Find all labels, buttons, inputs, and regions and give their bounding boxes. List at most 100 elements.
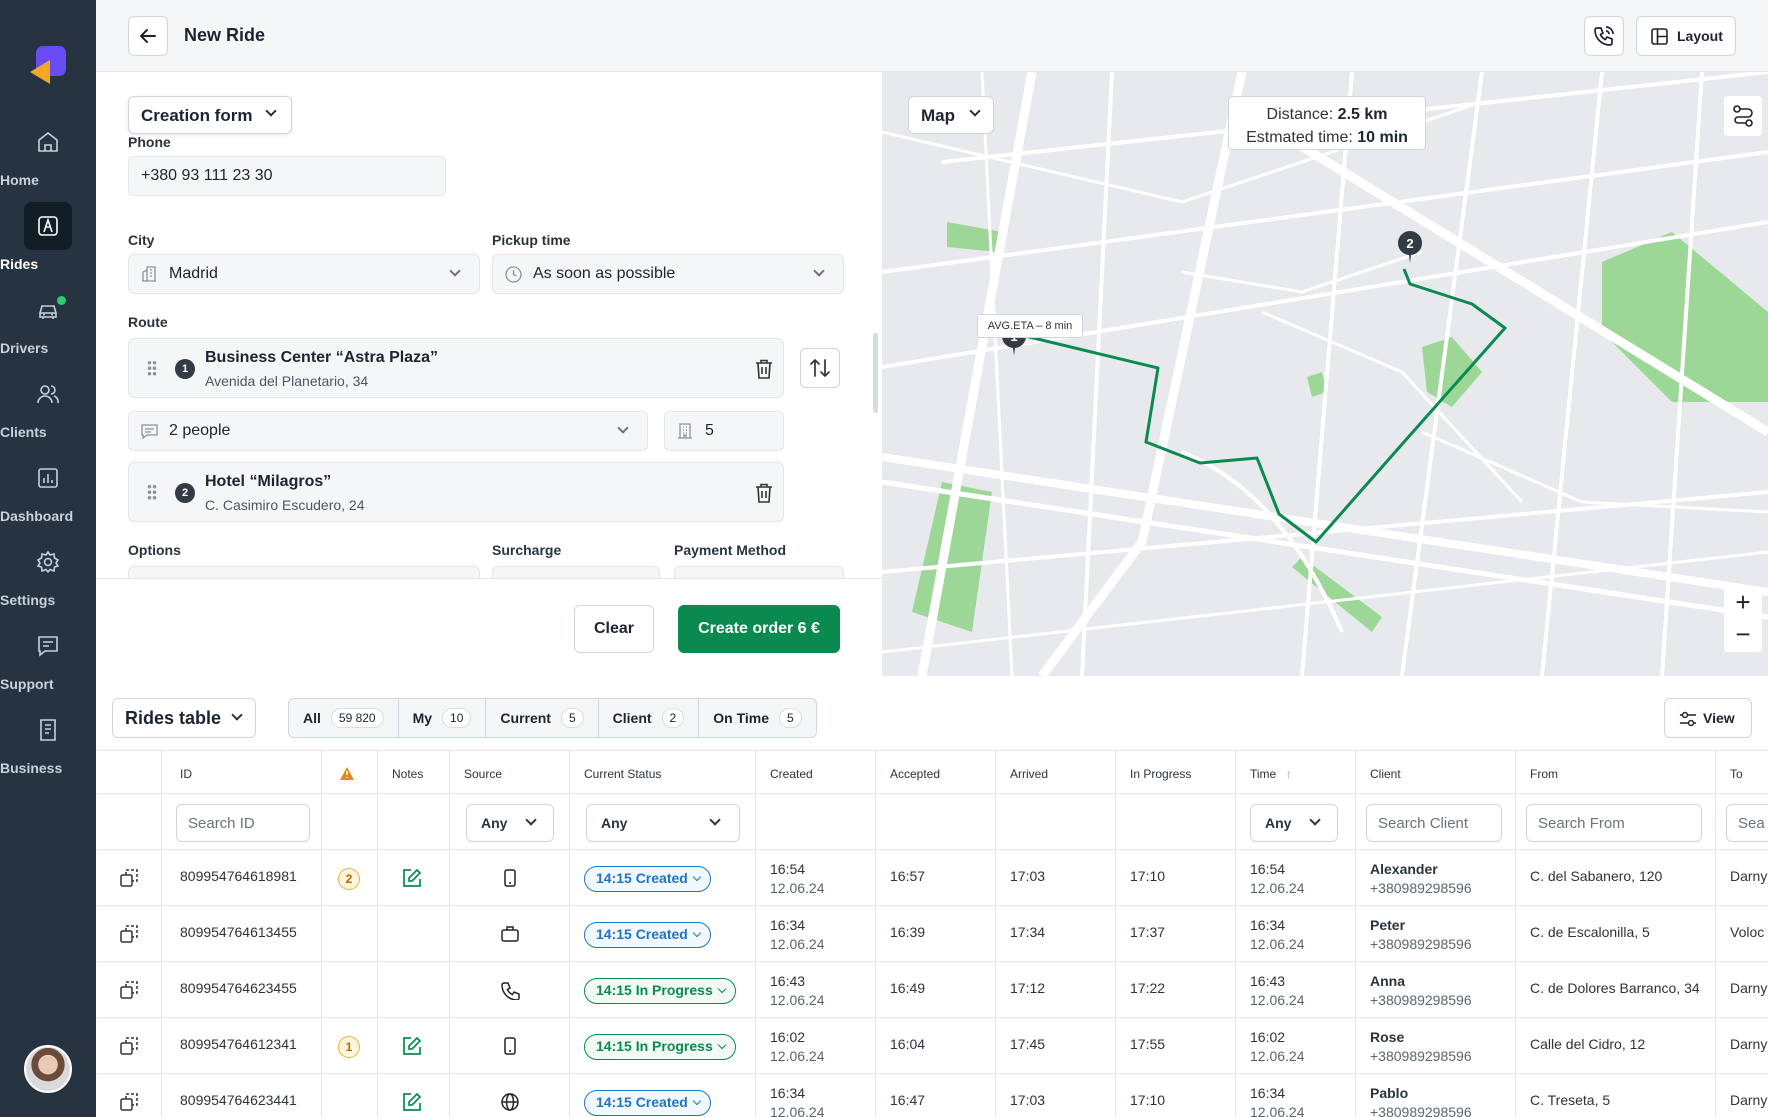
trash-icon[interactable] bbox=[755, 359, 773, 379]
header-created[interactable]: Created bbox=[756, 751, 876, 793]
status-badge[interactable]: 14:15 In Progress bbox=[584, 1034, 736, 1060]
header-accepted[interactable]: Accepted bbox=[876, 751, 996, 793]
time-value: 16:54 bbox=[1250, 861, 1286, 877]
search-to-input[interactable]: Sea bbox=[1726, 804, 1768, 842]
trash-icon[interactable] bbox=[755, 483, 773, 503]
table-row[interactable]: 809954764613455 14:15 Created 16:34 12.06.2… bbox=[96, 906, 1768, 962]
zoom-in-button[interactable]: + bbox=[1735, 587, 1751, 617]
form-scrollbar[interactable] bbox=[873, 333, 878, 413]
source-filter-select[interactable]: Any bbox=[466, 804, 554, 842]
stop-address: Avenida del Planetario, 34 bbox=[205, 373, 369, 389]
eta-tooltip: AVG.ETA – 8 min bbox=[977, 314, 1083, 338]
ride-form: Creation form Phone +380 93 111 23 30 Ci… bbox=[96, 72, 882, 578]
table-select[interactable]: Rides table bbox=[112, 698, 256, 738]
phone-field[interactable]: +380 93 111 23 30 bbox=[128, 156, 446, 196]
time-filter-select[interactable]: Any bbox=[1250, 804, 1338, 842]
tab-client[interactable]: Client 2 bbox=[599, 699, 700, 737]
status-badge[interactable]: 14:15 Created bbox=[584, 922, 711, 948]
sidebar-item-settings[interactable]: Settings bbox=[0, 538, 96, 622]
client-name[interactable]: Anna bbox=[1370, 973, 1405, 989]
note-edit-icon[interactable] bbox=[402, 1036, 422, 1056]
city-value: Madrid bbox=[169, 265, 218, 282]
copy-icon[interactable] bbox=[119, 1036, 139, 1056]
passengers-select[interactable]: 2 people bbox=[128, 411, 648, 451]
sidebar-item-home[interactable]: Home bbox=[0, 118, 96, 202]
user-avatar[interactable] bbox=[24, 1045, 72, 1093]
alert-count-badge[interactable]: 2 bbox=[338, 868, 360, 890]
stop-title: Hotel “Milagros” bbox=[205, 473, 332, 490]
route-options-button[interactable] bbox=[1724, 96, 1762, 136]
view-button[interactable]: View bbox=[1664, 698, 1752, 738]
copy-icon[interactable] bbox=[119, 980, 139, 1000]
copy-icon[interactable] bbox=[119, 868, 139, 888]
layout-button[interactable]: Layout bbox=[1636, 16, 1736, 56]
header-to[interactable]: To bbox=[1730, 767, 1743, 781]
sidebar-item-business[interactable]: Business bbox=[0, 706, 96, 790]
floor-field[interactable]: 5 bbox=[664, 411, 784, 451]
sidebar: Home Rides Drivers Clients Dashboard Settings… bbox=[0, 0, 96, 1117]
tab-current[interactable]: Current 5 bbox=[486, 699, 599, 737]
form-mode-select[interactable]: Creation form bbox=[128, 96, 292, 134]
header-alerts[interactable] bbox=[322, 751, 378, 793]
drag-handle-icon[interactable] bbox=[147, 360, 157, 376]
copy-icon[interactable] bbox=[119, 924, 139, 944]
header-client[interactable]: Client bbox=[1356, 751, 1516, 793]
header-time[interactable]: Time ↑ bbox=[1236, 751, 1356, 793]
search-client-input[interactable]: Search Client bbox=[1366, 804, 1502, 842]
zoom-out-button[interactable]: − bbox=[1735, 619, 1751, 649]
header-in-progress[interactable]: In Progress bbox=[1116, 751, 1236, 793]
header-arrived[interactable]: Arrived bbox=[996, 751, 1116, 793]
call-button[interactable] bbox=[1584, 16, 1624, 56]
header-notes[interactable]: Notes bbox=[378, 751, 450, 793]
sidebar-item-rides[interactable]: Rides bbox=[0, 202, 96, 286]
tab-my[interactable]: My 10 bbox=[399, 699, 487, 737]
tab-on-time[interactable]: On Time 5 bbox=[699, 699, 815, 737]
header-id[interactable]: ID bbox=[162, 751, 322, 793]
sidebar-item-drivers[interactable]: Drivers bbox=[0, 286, 96, 370]
table-row[interactable]: 809954764618981 2 14:15 Created 16:54 12.06.… bbox=[96, 850, 1768, 906]
status-badge[interactable]: 14:15 Created bbox=[584, 1090, 711, 1116]
route-map[interactable]: 1 2 Map Distance: 2.5 km Estmated time: … bbox=[882, 72, 1768, 676]
create-order-button[interactable]: Create order 6 € bbox=[678, 605, 840, 653]
back-button[interactable] bbox=[128, 16, 168, 56]
header-status[interactable]: Current Status bbox=[570, 751, 756, 793]
cell-in-progress: 17:37 bbox=[1116, 906, 1236, 961]
form-mode-value: Creation form bbox=[141, 106, 253, 125]
client-name[interactable]: Pablo bbox=[1370, 1085, 1409, 1101]
client-name[interactable]: Rose bbox=[1370, 1029, 1405, 1045]
alert-count-badge[interactable]: 1 bbox=[338, 1036, 360, 1058]
surcharge-field[interactable] bbox=[492, 566, 660, 578]
copy-icon[interactable] bbox=[119, 1092, 139, 1112]
swap-stops-button[interactable] bbox=[800, 348, 840, 388]
clock-icon bbox=[505, 266, 522, 283]
status-badge[interactable]: 14:15 In Progress bbox=[584, 978, 736, 1004]
options-select[interactable] bbox=[128, 566, 480, 578]
table-row[interactable]: 809954764623455 14:15 In Progress 16:43 12.… bbox=[96, 962, 1768, 1018]
tab-all[interactable]: All 59 820 bbox=[289, 699, 399, 737]
search-id-input[interactable]: Search ID bbox=[176, 804, 310, 842]
client-name[interactable]: Peter bbox=[1370, 917, 1406, 933]
clear-button[interactable]: Clear bbox=[574, 605, 654, 653]
pickup-time-select[interactable]: As soon as possible bbox=[492, 254, 844, 294]
client-name[interactable]: Alexander bbox=[1370, 861, 1438, 877]
search-from-input[interactable]: Search From bbox=[1526, 804, 1702, 842]
note-edit-icon[interactable] bbox=[402, 868, 422, 888]
status-filter-select[interactable]: Any bbox=[586, 804, 740, 842]
header-source[interactable]: Source bbox=[450, 751, 570, 793]
sidebar-item-support[interactable]: Support bbox=[0, 622, 96, 706]
map-canvas[interactable]: 1 2 bbox=[882, 72, 1768, 676]
sidebar-item-dashboard[interactable]: Dashboard bbox=[0, 454, 96, 538]
map-mode-select[interactable]: Map bbox=[908, 96, 994, 134]
status-badge[interactable]: 14:15 Created bbox=[584, 866, 711, 892]
cell-status: 14:15 Created bbox=[570, 1074, 756, 1117]
route-stop-2[interactable]: 2 Hotel “Milagros” C. Casimiro Escudero,… bbox=[128, 462, 784, 522]
drag-handle-icon[interactable] bbox=[147, 484, 157, 500]
header-from[interactable]: From bbox=[1516, 751, 1716, 793]
city-select[interactable]: Madrid bbox=[128, 254, 480, 294]
route-stop-1[interactable]: 1 Business Center “Astra Plaza” Avenida … bbox=[128, 338, 784, 398]
sidebar-item-clients[interactable]: Clients bbox=[0, 370, 96, 454]
table-row[interactable]: 809954764623441 14:15 Created 16:34 12.06.2… bbox=[96, 1074, 1768, 1117]
table-row[interactable]: 809954764612341 1 14:15 In Progress 16:02 12… bbox=[96, 1018, 1768, 1074]
payment-method-select[interactable] bbox=[674, 566, 844, 578]
note-edit-icon[interactable] bbox=[402, 1092, 422, 1112]
